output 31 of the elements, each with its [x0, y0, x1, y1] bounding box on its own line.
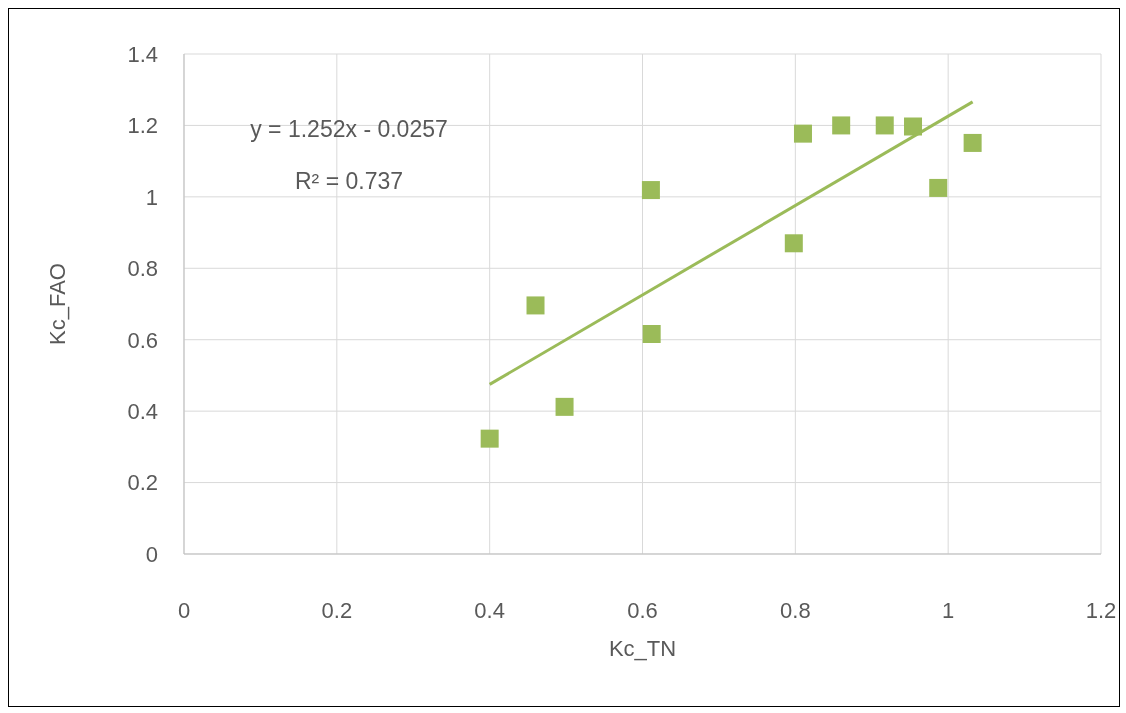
x-tick-label: 1.2 [1085, 597, 1117, 623]
annotation: y = 1.252x - 0.0257 [249, 115, 449, 144]
point [832, 116, 851, 135]
point [929, 178, 948, 197]
y-tick-label: 0.8 [127, 256, 158, 282]
point [904, 117, 923, 136]
y-tick-label: 0.2 [127, 470, 158, 496]
y-tick-label: 1.4 [127, 41, 158, 67]
x-tick-label: 1 [942, 597, 955, 623]
point [784, 234, 803, 253]
point [793, 124, 812, 143]
x-tick-label: 0.8 [780, 597, 811, 623]
point [641, 181, 660, 200]
x-tick-label: 0.6 [627, 597, 658, 623]
x-axis-title: Kc_TN [608, 636, 677, 661]
annotation: R² = 0.737 [293, 167, 404, 196]
y-tick-label: 0 [145, 541, 158, 567]
point [875, 116, 894, 135]
x-tick-label: 0.2 [321, 597, 353, 623]
point [963, 133, 982, 152]
y-tick-label: 0.4 [127, 398, 158, 424]
point [642, 325, 661, 343]
y-tick-label: 0.6 [127, 327, 158, 353]
x-tick-label: 0 [177, 597, 191, 623]
point [555, 397, 574, 416]
y-tick-label: 1 [145, 184, 158, 210]
y-axis-title: Kc_FAO [44, 263, 70, 345]
point [526, 296, 545, 315]
y-tick-label: 1.2 [127, 113, 158, 139]
point [480, 429, 499, 448]
x-tick-label: 0.4 [474, 597, 505, 623]
